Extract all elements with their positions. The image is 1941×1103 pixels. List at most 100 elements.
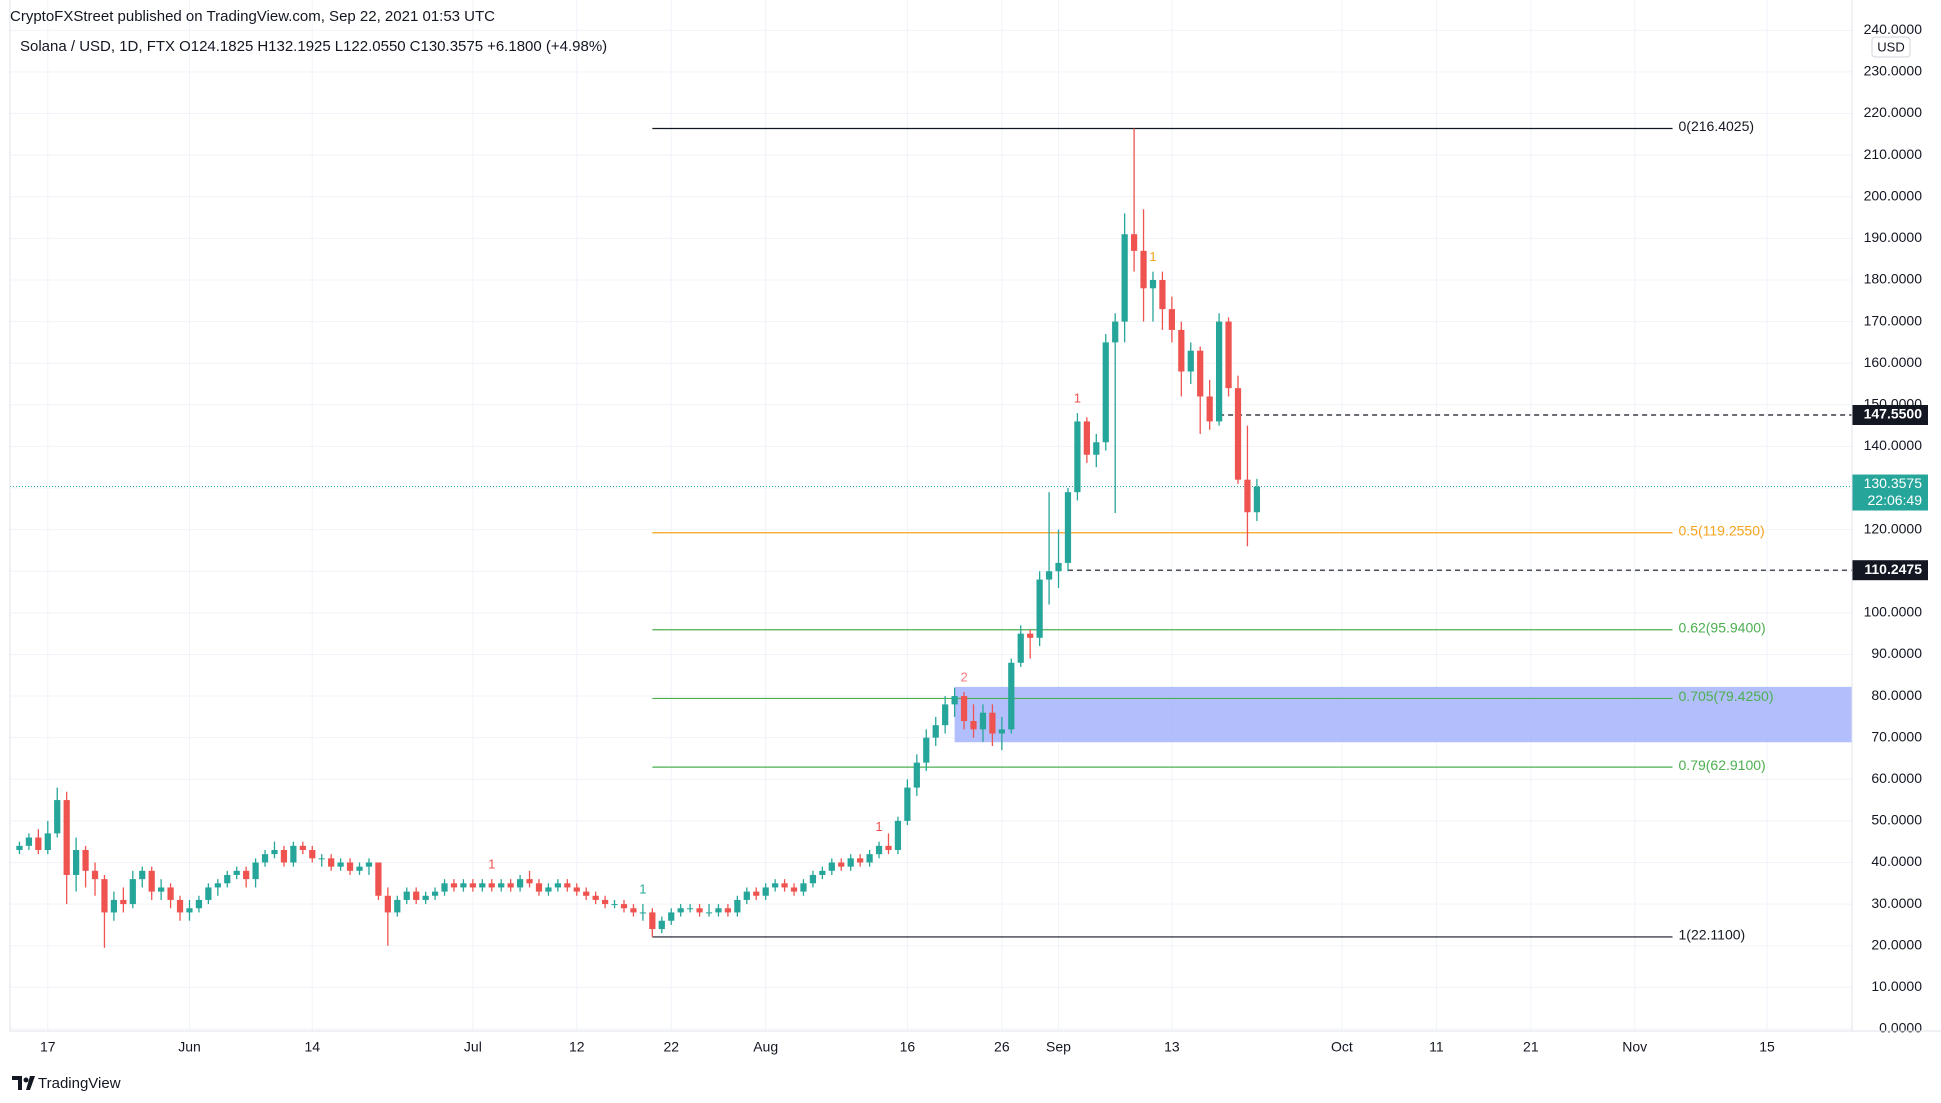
sequence-marker: 1: [1149, 249, 1156, 264]
candle-body: [875, 845, 883, 855]
candle-body: [54, 800, 61, 834]
brand: TradingView: [38, 1075, 121, 1092]
candle-body: [139, 870, 146, 880]
x-tick-label: 17: [40, 1039, 56, 1055]
candle-body: [488, 883, 495, 888]
candle-body: [1121, 234, 1128, 322]
candle-body: [469, 883, 476, 888]
candle-body: [960, 696, 968, 722]
ohlc-key: H: [257, 38, 268, 55]
candle-body: [573, 887, 580, 892]
x-tick-label: 11: [1429, 1039, 1444, 1055]
fib-level-label: 0.79(62.9100): [1679, 757, 1766, 773]
overlay: [10, 127, 1852, 938]
candle-body: [205, 887, 212, 900]
sequence-marker: 2: [960, 669, 967, 684]
price-tag: [1852, 560, 1928, 581]
candle-body: [743, 891, 750, 900]
candle-body: [1064, 492, 1072, 563]
candle-body: [1159, 279, 1166, 310]
candle-body: [1074, 421, 1081, 493]
candle-body: [1045, 571, 1053, 580]
candle-body: [583, 891, 590, 896]
candle-body: [1215, 321, 1223, 422]
y-tick-label: 120.0000: [1864, 520, 1923, 536]
grid: [10, 0, 1852, 1031]
candle-body: [346, 862, 354, 871]
candle-body: [932, 725, 939, 738]
countdown-label: 22:06:49: [1868, 492, 1923, 508]
candle-body: [772, 883, 779, 888]
currency-box: [1871, 36, 1911, 58]
y-tick-label: 190.0000: [1864, 229, 1923, 245]
candle-body: [280, 850, 288, 863]
price-tag-label: 147.5500: [1864, 406, 1923, 422]
candle-body: [1017, 633, 1024, 663]
ohlc-value: 124.1825: [191, 38, 254, 55]
y-tick-label: 160.0000: [1864, 354, 1923, 370]
candle-body: [866, 854, 873, 863]
demand-zone: [954, 686, 1852, 743]
candle-body: [1197, 350, 1204, 397]
candle-body: [696, 908, 703, 913]
candle-body: [1225, 321, 1232, 389]
x-tick-label: Aug: [753, 1039, 778, 1055]
candle-body: [970, 721, 977, 730]
ohlc-change: +6.1800 (+4.98%): [487, 38, 607, 55]
candle-body: [233, 870, 240, 875]
candle-body: [356, 866, 363, 871]
candle-body: [243, 870, 250, 880]
candle-body: [110, 899, 118, 913]
ohlc-value: 132.1925: [268, 38, 331, 55]
candle-body: [129, 879, 136, 905]
y-tick-label: 0.0000: [1879, 1020, 1922, 1036]
candle-body: [1244, 479, 1251, 513]
candle-body: [687, 908, 694, 910]
candle-body: [1027, 633, 1034, 638]
candle-body: [753, 891, 760, 896]
candle-body: [819, 870, 826, 875]
candle-body: [299, 845, 306, 851]
ohlc-key: O: [179, 38, 191, 55]
price-tag: [1852, 404, 1928, 425]
candle-body: [847, 858, 854, 867]
candle-body: [677, 908, 684, 913]
ohlc-legend: Solana / USD, 1D, FTX O 124.1825 H 132.1925 L…: [20, 38, 607, 55]
candle-body: [951, 696, 958, 705]
x-tick-label: Sep: [1046, 1039, 1071, 1055]
fib-level-label: 1(22.1100): [1679, 927, 1746, 943]
candle-body: [384, 895, 391, 913]
candle-body: [838, 862, 845, 867]
y-tick-label: 90.0000: [1871, 645, 1922, 661]
sequence-marker: 1: [875, 819, 882, 834]
candle-body: [1253, 486, 1261, 513]
fib-level-label: 0.62(95.9400): [1679, 619, 1766, 635]
candle-body: [413, 891, 420, 900]
candle-body: [913, 762, 920, 788]
candle-body: [224, 874, 231, 884]
candle-body: [186, 908, 193, 913]
candle-body: [375, 862, 382, 896]
candle-body: [148, 870, 155, 892]
x-tick-label: Jun: [178, 1039, 201, 1055]
candle-body: [668, 912, 675, 921]
price-tag-label: 110.2475: [1864, 561, 1922, 577]
y-tick-label: 140.0000: [1864, 437, 1923, 453]
candle-body: [431, 891, 439, 896]
candle-body: [1234, 388, 1242, 480]
candle-body: [639, 912, 647, 914]
candle-body: [998, 729, 1005, 734]
y-tick-label: 30.0000: [1871, 895, 1922, 911]
candle-body: [328, 858, 335, 867]
candle-body: [1112, 321, 1119, 343]
candle-body: [479, 883, 486, 888]
candle-body: [16, 845, 23, 851]
candle-body: [857, 858, 864, 863]
candle-body: [73, 850, 80, 875]
last-price-label: 130.3575: [1864, 475, 1923, 491]
fib-level-label: 0(216.4025): [1679, 118, 1755, 134]
x-tick-label: 16: [900, 1039, 916, 1055]
y-tick-label: 200.0000: [1864, 187, 1923, 203]
candle-body: [545, 887, 552, 892]
